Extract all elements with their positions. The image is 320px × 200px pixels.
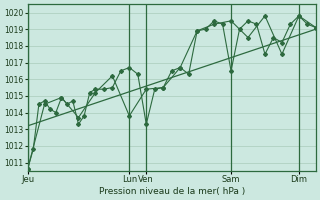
X-axis label: Pression niveau de la mer( hPa ): Pression niveau de la mer( hPa ) bbox=[99, 187, 245, 196]
